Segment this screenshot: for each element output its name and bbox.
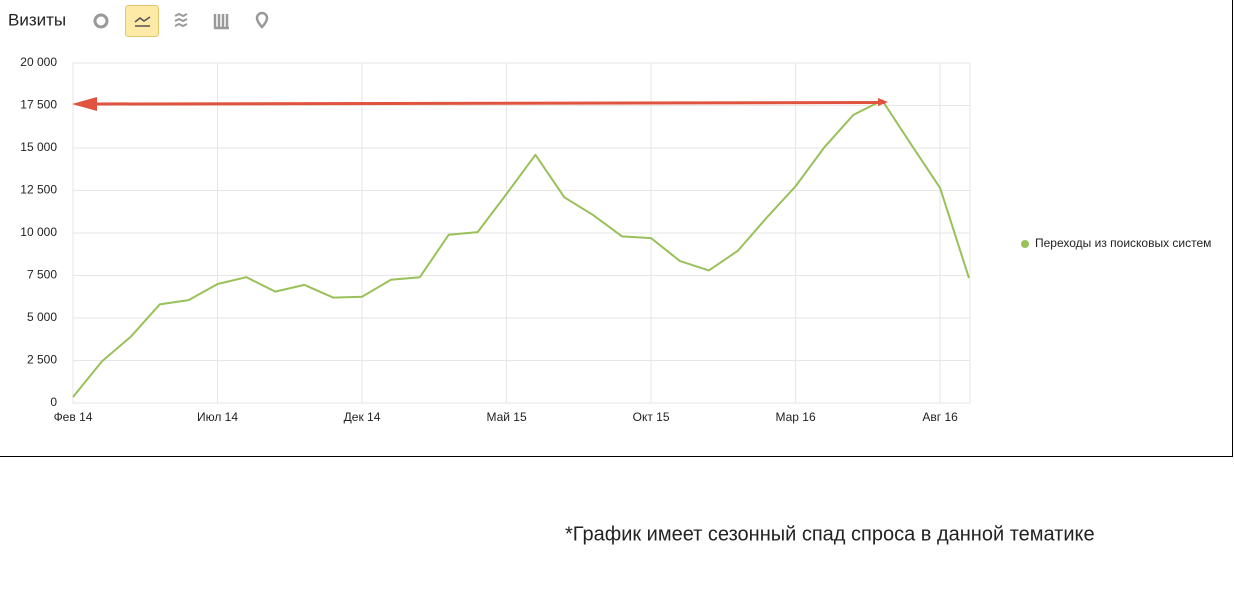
line-icon-active[interactable] [125, 5, 159, 37]
y-tick-label: 15 000 [20, 140, 57, 154]
arrow-head [72, 97, 97, 111]
x-tick-label: Фев 14 [54, 410, 93, 424]
y-tick-label: 12 500 [20, 183, 57, 197]
x-tick-label: Мар 16 [775, 410, 815, 424]
pie-icon[interactable] [93, 13, 109, 29]
y-tick-label: 17 500 [20, 98, 57, 112]
y-tick-label: 20 000 [20, 55, 57, 69]
footnote: *График имеет сезонный спад спроса в дан… [565, 523, 1095, 545]
y-tick-label: 2 500 [27, 353, 57, 367]
y-tick-label: 0 [50, 395, 57, 409]
annotation-arrow [72, 97, 888, 111]
legend-label: Переходы из поисковых систем [1035, 236, 1211, 250]
x-tick-label: Май 15 [486, 410, 527, 424]
map-icon[interactable] [255, 11, 269, 29]
panel-title: Визиты [8, 10, 66, 29]
arrow-tail [878, 98, 888, 106]
legend-marker [1021, 240, 1029, 248]
line-icon [134, 16, 151, 27]
area-icon[interactable] [174, 12, 188, 28]
x-tick-label: Окт 15 [633, 410, 670, 424]
bar-icon[interactable] [213, 14, 229, 30]
series-line [72, 99, 970, 398]
x-tick-label: Июл 14 [197, 410, 238, 424]
y-tick-label: 5 000 [27, 310, 57, 324]
y-tick-label: 7 500 [27, 268, 57, 282]
y-tick-label: 10 000 [20, 225, 57, 239]
toolbar-icons [93, 5, 269, 37]
arrow-line [94, 101, 886, 106]
x-tick-label: Авг 16 [922, 410, 958, 424]
plot: 0 2 500 5 000 7 500 10 000 12 500 15 000 17 500… [20, 55, 971, 424]
x-tick-label: Дек 14 [344, 410, 381, 424]
